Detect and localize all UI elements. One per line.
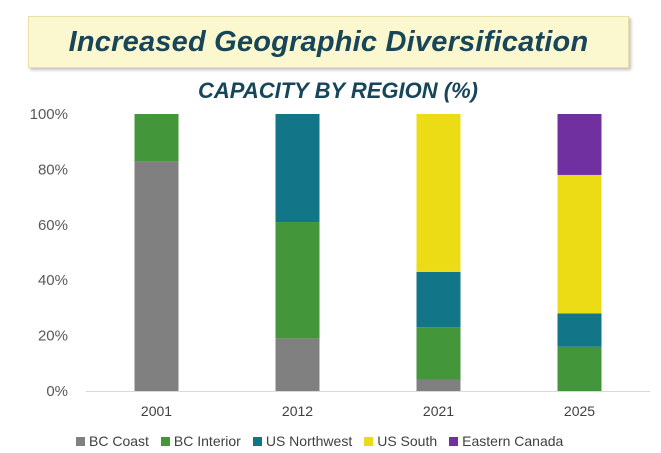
legend-label: BC Interior bbox=[173, 433, 241, 449]
y-tick-label: 60% bbox=[38, 217, 68, 234]
chart-title: CAPACITY BY REGION (%) bbox=[198, 78, 478, 103]
legend-item: BC Coast bbox=[76, 433, 149, 449]
bar-segment-us-northwest bbox=[275, 114, 320, 223]
legend-label: US South bbox=[377, 433, 438, 449]
bar-segment-bc-interior bbox=[134, 114, 179, 162]
legend-label: Eastern Canada bbox=[462, 433, 564, 449]
legend-item: Eastern Canada bbox=[449, 433, 563, 449]
chart-legend: BC Coast BC Interior US Northwest US South E… bbox=[76, 432, 575, 450]
legend-swatch bbox=[449, 436, 459, 446]
y-tick-label: 20% bbox=[38, 328, 68, 345]
legend-swatch bbox=[252, 436, 262, 446]
bar-segment-eastern-canada bbox=[557, 114, 602, 175]
legend-item: US South bbox=[364, 433, 437, 449]
legend-swatch bbox=[160, 436, 170, 446]
legend-swatch bbox=[76, 436, 85, 446]
bar-segment-bc-interior bbox=[275, 222, 320, 339]
bar-segment-us-south bbox=[557, 174, 602, 314]
bar-segment-us-south bbox=[416, 114, 461, 272]
x-tick-label: 2025 bbox=[564, 403, 595, 419]
legend-label: BC Coast bbox=[89, 433, 149, 449]
bar-segment-bc-coast bbox=[275, 338, 320, 391]
x-tick-label: 2001 bbox=[141, 403, 172, 419]
y-tick-label: 80% bbox=[38, 161, 68, 178]
bar-segment-bc-coast bbox=[416, 379, 461, 391]
bar-segment-bc-coast bbox=[134, 161, 179, 391]
y-tick-label: 0% bbox=[46, 383, 68, 400]
bar-segment-bc-interior bbox=[416, 327, 461, 380]
legend-swatch bbox=[364, 436, 374, 446]
x-tick-label: 2012 bbox=[282, 403, 313, 419]
page-title: Increased Geographic Diversification bbox=[68, 25, 589, 58]
x-tick-label: 2021 bbox=[423, 403, 454, 419]
y-tick-label: 100% bbox=[30, 106, 68, 123]
y-tick-label: 40% bbox=[38, 272, 68, 289]
title-banner: Increased Geographic Diversification bbox=[28, 16, 629, 68]
bar-segment-bc-interior bbox=[557, 346, 602, 391]
bar-segment-us-northwest bbox=[557, 313, 602, 347]
legend-item: BC Interior bbox=[160, 433, 241, 449]
bar-segment-us-northwest bbox=[416, 271, 461, 328]
legend-label: US Northwest bbox=[265, 433, 353, 449]
legend-item: US Northwest bbox=[252, 433, 353, 449]
